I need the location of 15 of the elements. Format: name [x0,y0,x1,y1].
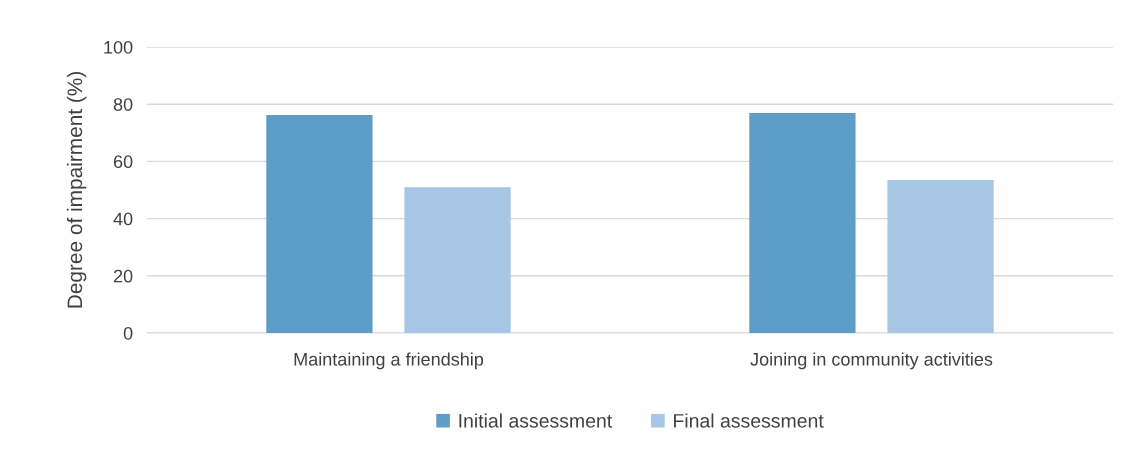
bar [266,115,373,333]
legend-label: Initial assessment [459,413,613,428]
y-tick-label: 20 [113,269,133,283]
y-tick-label: 100 [104,40,133,54]
x-tick-label: Maintaining a friendship [294,352,484,370]
y-tick-label: 40 [113,212,133,226]
y-axis-title: Degree of impairment (%) [66,72,87,308]
y-tick-label: 80 [113,98,133,111]
bar [749,113,856,333]
y-tick-label: 60 [113,155,133,169]
legend-label: Final assessment [674,413,824,428]
x-tick-label: Joining in community activities [750,352,993,370]
bar [887,179,994,333]
bar [404,187,511,333]
y-tick-label: 0 [123,326,133,340]
